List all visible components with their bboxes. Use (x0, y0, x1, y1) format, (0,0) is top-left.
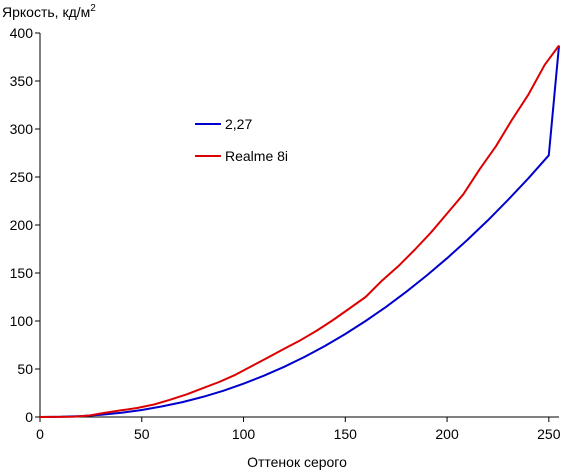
y-tick-label: 100 (10, 313, 34, 329)
y-tick-label: 200 (10, 217, 34, 233)
x-tick-label: 50 (134, 426, 150, 442)
y-tick-label: 50 (17, 361, 33, 377)
legend-label: Realme 8i (225, 148, 288, 164)
y-tick-label: 400 (10, 25, 34, 41)
y-tick-label: 150 (10, 265, 34, 281)
y-axis-title: Яркость, кд/м2 (2, 3, 96, 20)
x-tick-label: 100 (232, 426, 256, 442)
legend-label: 2,27 (225, 116, 252, 132)
axis-ticks: 0 50 100 150 200 250 0 50 100 150 200 250 300 350 400 (10, 25, 561, 442)
x-tick-label: 200 (435, 426, 459, 442)
y-tick-label: 350 (10, 73, 34, 89)
y-tick-label: 0 (25, 409, 33, 425)
series-lines (39, 44, 560, 418)
y-axis-title-superscript: 2 (90, 3, 96, 14)
y-tick-label: 250 (10, 169, 34, 185)
y-axis-title-text: Яркость, кд/м (2, 4, 90, 20)
legend: 2,27 Realme 8i (195, 116, 288, 164)
x-tick-label: 150 (334, 426, 358, 442)
y-tick-label: 300 (10, 121, 34, 137)
x-axis-title: Оттенок серого (247, 454, 347, 470)
series-line-realme-8i (39, 44, 560, 418)
x-tick-label: 250 (537, 426, 561, 442)
x-tick-label: 0 (36, 426, 44, 442)
series-line-gamma-2-27 (39, 45, 560, 418)
